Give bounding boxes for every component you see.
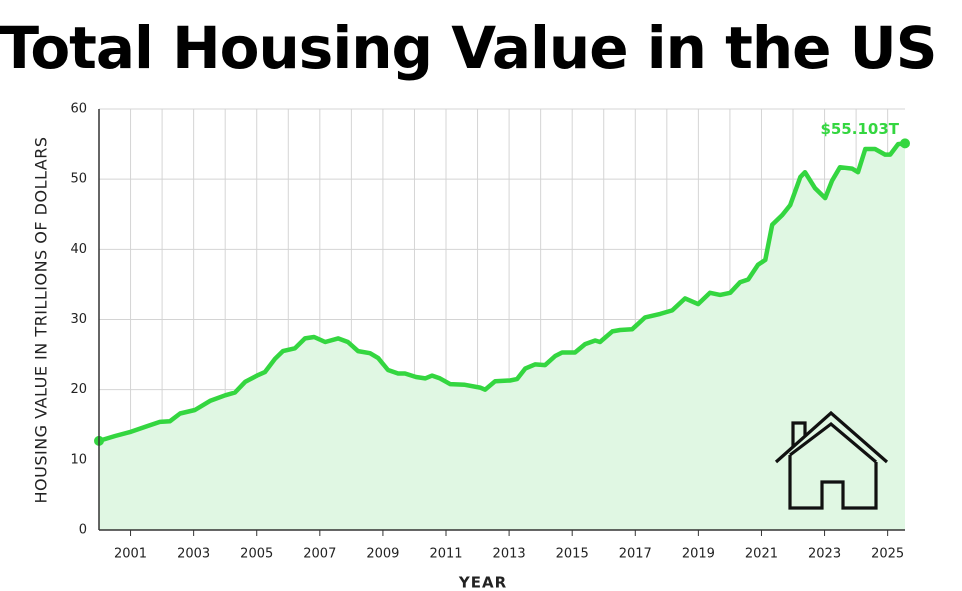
y-tick-label: 0 [79, 523, 87, 538]
x-tick-label: 2009 [366, 547, 399, 562]
chimney [791, 421, 807, 447]
house-walls [788, 455, 878, 510]
x-tick-label: 2017 [619, 547, 652, 562]
y-tick-label: 30 [70, 312, 87, 327]
y-tick-label: 60 [70, 102, 87, 117]
x-tick-label: 2007 [303, 547, 336, 562]
y-tick-label: 10 [70, 452, 87, 467]
x-tick-label: 2025 [871, 547, 904, 562]
y-tick-label: 20 [70, 382, 87, 397]
house-icon [774, 410, 889, 510]
end-point [900, 138, 910, 149]
x-tick-label: 2013 [493, 547, 526, 562]
x-axis-label: YEAR [458, 574, 507, 591]
y-tick-label: 50 [70, 172, 87, 187]
x-tick-label: 2001 [114, 547, 147, 562]
x-tick-label: 2011 [429, 547, 462, 562]
x-tick-label: 2005 [240, 547, 273, 562]
area [99, 143, 905, 530]
roof-inner [789, 421, 878, 464]
x-tick-label: 2023 [808, 547, 841, 562]
line [96, 141, 908, 444]
value-label: $55.103T [820, 120, 899, 138]
y-tick-label: 40 [70, 242, 87, 257]
chart-title: Total Housing Value in the US [0, 14, 937, 82]
x-tick-label: 2019 [682, 547, 715, 562]
x-tick-label: 2015 [556, 547, 589, 562]
plot-area: 0 10 20 30 40 50 60 2001 2003 2005 2007 2009 2011 201… [70, 102, 910, 562]
x-tick-label: 2021 [745, 547, 778, 562]
x-tick-label: 2003 [177, 547, 210, 562]
y-axis-label: HOUSING VALUE IN TRILLIONS OF DOLLARS [32, 137, 51, 504]
